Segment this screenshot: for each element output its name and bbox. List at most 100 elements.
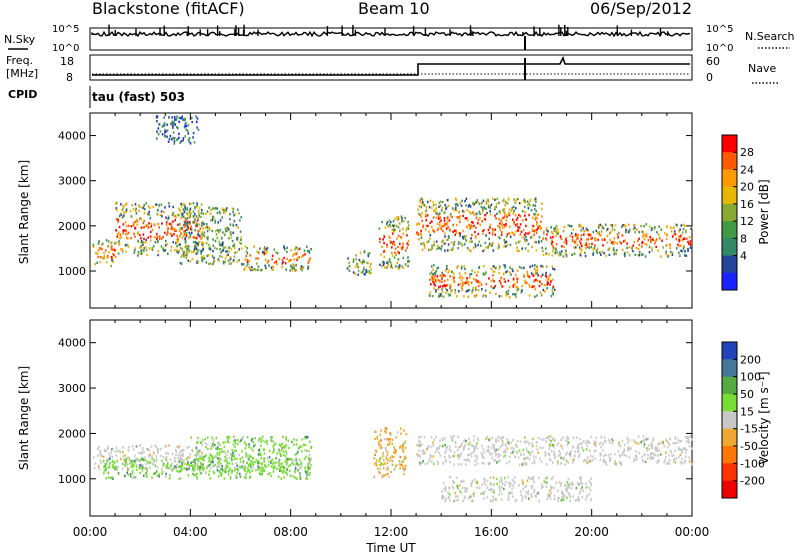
heatmap-cell [483,228,485,232]
heatmap-cell [232,259,235,262]
heatmap-cell [190,212,192,215]
heatmap-cell [236,442,239,446]
heatmap-cell [404,216,407,220]
heatmap-cell [251,469,253,473]
heatmap-cell [516,280,518,284]
heatmap-cell [545,271,547,275]
heatmap-cell [523,238,526,241]
heatmap-cell [225,470,227,474]
heatmap-cell [459,214,461,218]
heatmap-cell [441,280,443,283]
heatmap-cell [638,243,641,247]
heatmap-cell [385,427,387,430]
heatmap-cell [445,207,447,210]
heatmap-cell [379,467,381,470]
heatmap-cell [616,233,619,236]
heatmap-cell [618,454,621,457]
heatmap-cell [600,445,602,449]
heatmap-cell [156,120,158,123]
heatmap-cell [229,477,232,480]
heatmap-cell [517,456,520,459]
heatmap-cell [488,277,490,280]
heatmap-cell [657,454,659,457]
heatmap-cell [451,247,454,250]
heatmap-cell [449,456,451,459]
heatmap-cell [219,219,222,222]
heatmap-cell [206,229,209,233]
heatmap-cell [448,496,450,499]
heatmap-cell [99,449,101,452]
heatmap-cell [493,270,496,273]
heatmap-cell [143,219,145,223]
x-tick-label: 16:00 [474,525,509,539]
heatmap-cell [188,140,190,143]
heatmap-cell [579,437,582,441]
heatmap-cell [596,231,599,235]
heatmap-cell [476,212,478,215]
heatmap-cell [638,250,641,254]
heatmap-cell [250,463,252,466]
heatmap-cell [486,198,488,202]
heatmap-cell [114,242,116,245]
heatmap-cell [420,229,422,233]
heatmap-cell [218,453,221,457]
heatmap-cell [223,208,225,212]
heatmap-cell [211,207,214,210]
heatmap-cell [419,201,422,204]
heatmap-cell [266,456,269,460]
heatmap-cell [674,233,677,236]
heatmap-cell [379,464,381,467]
heatmap-cell [583,440,585,443]
heatmap-cell [611,224,614,227]
heatmap-cell [141,456,143,460]
heatmap-cell [613,453,616,456]
heatmap-cell [215,437,218,440]
heatmap-cell [685,455,687,459]
heatmap-cell [494,285,497,288]
heatmap-cell [493,448,496,451]
heatmap-cell [119,450,121,453]
heatmap-cell [98,246,101,250]
heatmap-cell [442,224,444,228]
heatmap-cell [657,449,660,452]
heatmap-cell [633,439,635,442]
heatmap-cell [648,447,650,451]
heatmap-cell [551,239,553,242]
heatmap-cell [542,446,544,449]
heatmap-cell [526,440,529,444]
heatmap-cell [238,453,240,457]
heatmap-cell [296,257,299,260]
heatmap-cell [472,439,475,442]
heatmap-cell [497,247,499,250]
heatmap-cell [210,447,212,450]
heatmap-cell [553,486,556,490]
heatmap-cell [398,264,401,267]
heatmap-cell [451,437,453,440]
heatmap-cell [458,211,460,214]
heatmap-cell [471,233,473,237]
heatmap-cell [545,477,547,480]
heatmap-cell [190,228,193,231]
heatmap-cell [460,275,462,278]
heatmap-cell [445,486,447,489]
heatmap-cell [391,266,394,269]
heatmap-cell [152,451,155,454]
heatmap-cell [580,481,583,484]
heatmap-cell [655,447,657,451]
heatmap-cell [238,241,241,244]
heatmap-cell [386,245,388,248]
heatmap-cell [260,444,262,448]
heatmap-cell [198,214,201,217]
heatmap-cell [548,435,551,438]
heatmap-cell [208,226,211,230]
heatmap-cell [283,476,285,479]
heatmap-cell [174,456,176,460]
heatmap-cell [691,463,694,466]
heatmap-cell [503,242,506,245]
heatmap-cell [444,499,446,503]
heatmap-cell [422,224,425,227]
heatmap-cell [531,444,534,448]
heatmap-cell [498,493,501,496]
heatmap-cell [601,225,603,228]
